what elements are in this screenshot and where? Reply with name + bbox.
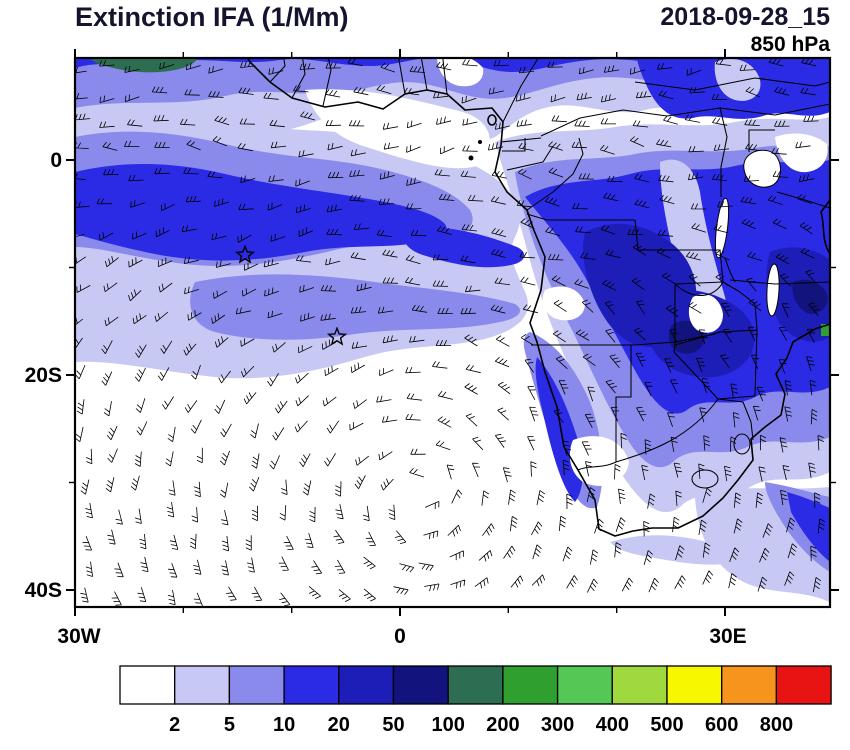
lake-victoria: [743, 149, 781, 188]
y-axis-label-20s: 20S: [25, 364, 62, 387]
swaziland-border: [733, 433, 751, 455]
colorbar-tick-label: 800: [760, 714, 793, 736]
colorbar-legend: 2 5 10 20 50 100 200 300 400 500 600 800: [119, 665, 832, 736]
colorbar-tick-label: 500: [650, 714, 683, 736]
plot-title: Extinction IFA (1/Mm): [75, 2, 349, 32]
map-frame: [73, 56, 832, 609]
colorbar-tick-label: 50: [382, 714, 404, 736]
colorbar-tick-label: 600: [705, 714, 738, 736]
star-marker: [234, 244, 256, 264]
map-plot-area: [73, 56, 832, 609]
colorbar-box: [447, 665, 504, 705]
colorbar-box: [611, 665, 668, 705]
plot-datetime: 2018-09-28_15: [660, 3, 830, 31]
coastlines: [246, 58, 830, 537]
colorbar-tick-label: 10: [273, 714, 295, 736]
colorbar-box: [338, 665, 395, 705]
colorbar-box: [119, 665, 176, 705]
colorbar-box: [283, 665, 340, 705]
lakes: [714, 149, 781, 317]
sao-tome-island: [468, 155, 474, 161]
lesotho-border: [691, 469, 719, 489]
colorbar-tick-label: 2: [169, 714, 180, 736]
colorbar-tick-label: 200: [486, 714, 519, 736]
colorbar-box: [775, 665, 832, 705]
lake-malawi: [766, 263, 780, 317]
y-axis-label-40s: 40S: [25, 579, 62, 602]
clear-patches: [305, 58, 723, 486]
wind-barbs: [75, 58, 826, 607]
star-marker: [326, 326, 348, 346]
bioko-island: [487, 114, 497, 126]
plot-level: 850 hPa: [750, 33, 830, 56]
colorbar-box: [502, 665, 559, 705]
colorbar-box: [228, 665, 285, 705]
colorbar-box: [392, 665, 449, 705]
x-axis-label-0: 0: [394, 625, 406, 648]
station-markers: [234, 244, 348, 346]
y-axis-label-0: 0: [50, 149, 62, 172]
colorbar-tick-label: 300: [541, 714, 574, 736]
x-axis-label-30w: 30W: [57, 625, 100, 648]
country-borders: [269, 58, 830, 489]
africa-coastline: [246, 58, 830, 537]
lake-tanganyika: [714, 197, 730, 259]
colorbar-tick-label: 20: [328, 714, 350, 736]
x-axis-label-30e: 30E: [709, 625, 746, 648]
colorbar-box: [174, 665, 231, 705]
colorbar-box: [721, 665, 778, 705]
colorbar-tick-label: 5: [224, 714, 235, 736]
axis-ticks: [66, 49, 839, 616]
principe-island: [478, 140, 482, 144]
colorbar-box: [556, 665, 613, 705]
colorbar-box: [666, 665, 723, 705]
colorbar-tick-label: 400: [596, 714, 629, 736]
east-africa-coastline: [820, 199, 830, 255]
colorbar-tick-label: 100: [432, 714, 465, 736]
